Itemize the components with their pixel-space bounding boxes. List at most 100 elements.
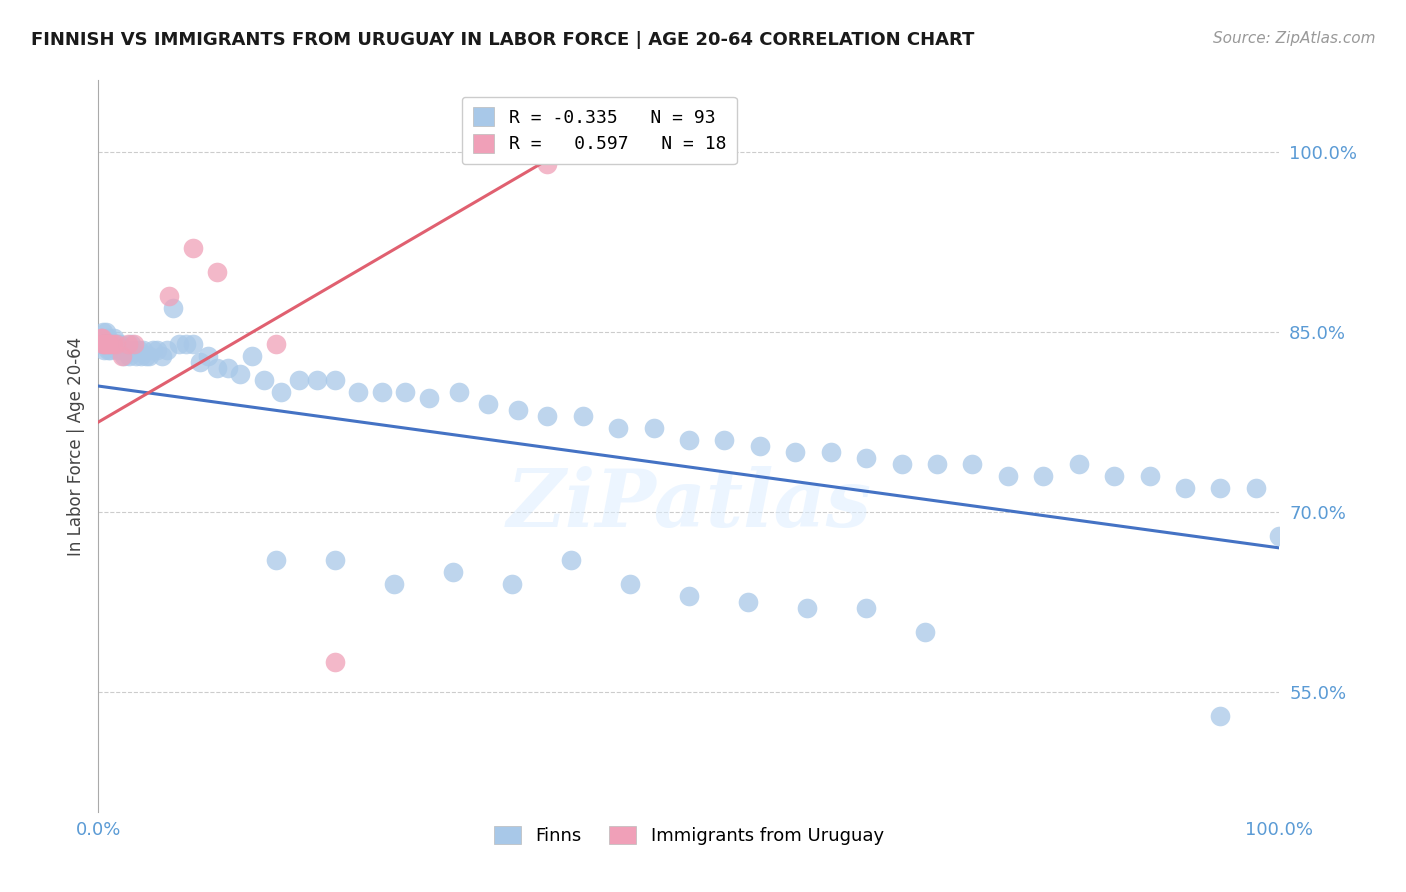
Point	[111, 349, 134, 363]
Point	[1209, 708, 1232, 723]
Point	[94, 325, 117, 339]
Point	[270, 385, 292, 400]
Point	[205, 361, 228, 376]
Point	[93, 337, 115, 351]
Point	[103, 331, 125, 345]
Point	[91, 337, 114, 351]
Point	[607, 421, 630, 435]
Point	[135, 349, 157, 363]
Point	[105, 337, 128, 351]
Point	[97, 343, 120, 357]
Text: Source: ZipAtlas.com: Source: ZipAtlas.com	[1212, 31, 1375, 46]
Point	[111, 343, 134, 357]
Point	[240, 349, 263, 363]
Point	[128, 343, 150, 357]
Point	[820, 445, 842, 459]
Point	[229, 367, 252, 381]
Point	[477, 397, 499, 411]
Point	[122, 337, 145, 351]
Point	[1174, 481, 1197, 495]
Point	[371, 385, 394, 400]
Point	[121, 337, 143, 351]
Point	[501, 577, 523, 591]
Point	[305, 373, 328, 387]
Point	[1139, 469, 1161, 483]
Point	[108, 337, 131, 351]
Point	[91, 331, 114, 345]
Point	[1268, 529, 1291, 543]
Point	[323, 373, 346, 387]
Point	[90, 337, 112, 351]
Point	[94, 337, 117, 351]
Point	[162, 301, 184, 315]
Point	[105, 337, 128, 351]
Point	[914, 624, 936, 639]
Point	[93, 337, 115, 351]
Point	[643, 421, 665, 435]
Point	[129, 349, 152, 363]
Point	[1209, 481, 1232, 495]
Point	[925, 457, 948, 471]
Point	[890, 457, 912, 471]
Point	[91, 331, 114, 345]
Point	[536, 409, 558, 423]
Point	[418, 391, 440, 405]
Point	[796, 600, 818, 615]
Point	[441, 565, 464, 579]
Point	[156, 343, 179, 357]
Legend: Finns, Immigrants from Uruguay: Finns, Immigrants from Uruguay	[485, 816, 893, 854]
Point	[855, 600, 877, 615]
Point	[107, 337, 129, 351]
Point	[105, 343, 128, 357]
Point	[536, 157, 558, 171]
Point	[112, 349, 135, 363]
Point	[447, 385, 470, 400]
Point	[157, 289, 180, 303]
Point	[101, 337, 124, 351]
Point	[146, 343, 169, 357]
Point	[118, 349, 141, 363]
Point	[560, 553, 582, 567]
Point	[101, 337, 124, 351]
Point	[98, 337, 121, 351]
Text: ZiPatlas: ZiPatlas	[506, 466, 872, 543]
Point	[217, 361, 239, 376]
Point	[997, 469, 1019, 483]
Point	[117, 337, 139, 351]
Point	[785, 445, 807, 459]
Point	[90, 331, 112, 345]
Point	[678, 589, 700, 603]
Point	[737, 595, 759, 609]
Point	[855, 450, 877, 465]
Point	[205, 265, 228, 279]
Point	[97, 337, 120, 351]
Point	[181, 241, 204, 255]
Point	[264, 553, 287, 567]
Point	[96, 337, 118, 351]
Point	[678, 433, 700, 447]
Point	[748, 439, 770, 453]
Point	[506, 403, 529, 417]
Point	[323, 655, 346, 669]
Point	[323, 553, 346, 567]
Point	[188, 355, 211, 369]
Point	[122, 343, 145, 357]
Point	[150, 349, 173, 363]
Point	[962, 457, 984, 471]
Point	[142, 343, 165, 357]
Point	[1102, 469, 1125, 483]
Point	[138, 349, 160, 363]
Point	[288, 373, 311, 387]
Point	[93, 343, 115, 357]
Point	[115, 343, 138, 357]
Text: FINNISH VS IMMIGRANTS FROM URUGUAY IN LABOR FORCE | AGE 20-64 CORRELATION CHART: FINNISH VS IMMIGRANTS FROM URUGUAY IN LA…	[31, 31, 974, 49]
Point	[713, 433, 735, 447]
Point	[97, 331, 120, 345]
Point	[98, 337, 121, 351]
Point	[181, 337, 204, 351]
Point	[100, 337, 122, 351]
Point	[104, 337, 127, 351]
Point	[394, 385, 416, 400]
Point	[264, 337, 287, 351]
Point	[382, 577, 405, 591]
